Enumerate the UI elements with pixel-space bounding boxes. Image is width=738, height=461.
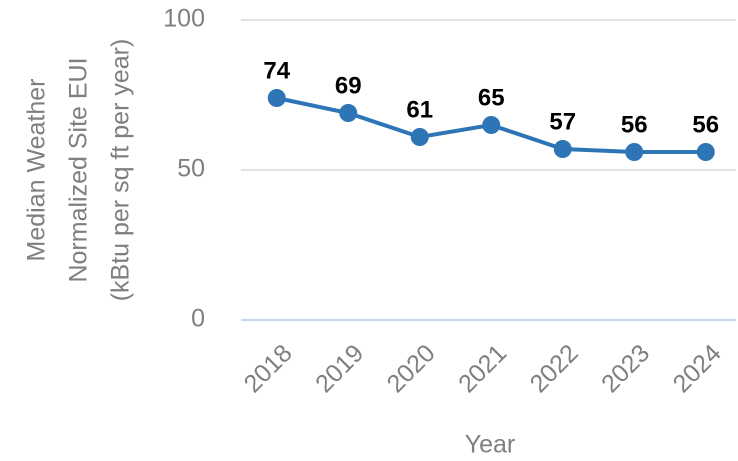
data-label: 57: [549, 108, 576, 135]
x-tick-label: 2018: [239, 339, 298, 398]
marker: [267, 89, 286, 107]
marker: [625, 143, 644, 161]
data-label: 69: [335, 72, 362, 99]
y-axis-title: Median Weather: [23, 79, 51, 262]
x-tick-label: 2021: [453, 339, 512, 398]
marker: [482, 116, 501, 134]
y-tick-label: 0: [191, 305, 205, 333]
x-tick-label: 2024: [668, 339, 727, 398]
y-tick-label: 100: [163, 5, 205, 33]
data-label: 74: [263, 57, 290, 84]
data-label: 56: [621, 111, 648, 138]
y-tick-label: 50: [177, 155, 205, 183]
y-axis-title: (kBtu per sq ft per year): [107, 39, 135, 302]
x-tick-label: 2022: [525, 339, 584, 398]
marker: [339, 104, 358, 122]
x-tick-label: 2019: [310, 339, 369, 398]
data-label: 61: [406, 96, 433, 123]
marker: [410, 128, 429, 146]
x-tick-label: 2020: [382, 339, 441, 398]
data-label: 56: [692, 111, 719, 138]
x-tick-label: 2023: [596, 339, 655, 398]
marker: [696, 143, 715, 161]
marker: [553, 140, 572, 158]
y-axis-title: Normalized Site EUI: [65, 57, 93, 282]
data-label: 65: [478, 84, 505, 111]
x-axis-title: Year: [465, 431, 516, 459]
